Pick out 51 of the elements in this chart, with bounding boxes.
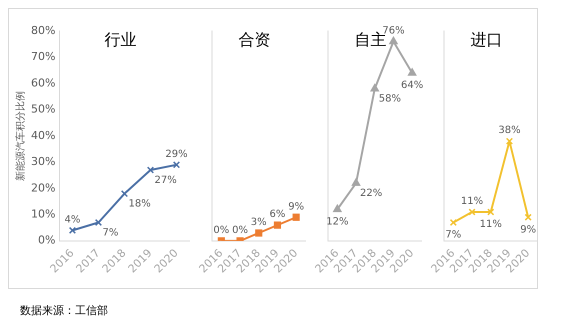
y-tick-label: 10% [30,207,56,220]
point [389,36,398,44]
data-label: 29% [165,148,188,160]
y-tick-label: 80% [30,24,56,37]
point [524,214,532,221]
data-label: 0% [213,224,230,236]
data-label: 9% [288,201,304,212]
data-label: 11% [460,196,484,208]
data-label: 0% [232,224,248,236]
y-tick-label: 0% [38,234,56,247]
chart-title: 合资 [238,30,271,49]
data-label: 58% [378,94,401,105]
data-label: 7% [102,228,118,239]
data-label: 18% [128,198,151,210]
data-label: 4% [64,214,80,226]
point [408,68,416,76]
data-label: 3% [250,217,267,228]
point [274,222,282,229]
point [146,166,154,174]
y-tick-label: 40% [30,128,56,142]
data-label: 12% [326,216,348,228]
y-tick-label: 50% [30,102,56,116]
point [255,229,262,237]
data-label: 38% [498,125,521,136]
data-label: 27% [154,175,177,186]
source-note: 数据来源：工信部 [20,303,109,318]
point [370,84,379,92]
point [172,161,180,168]
point [468,208,476,216]
data-label: 9% [520,224,536,236]
point [68,226,76,234]
chart-title: 进口 [470,30,503,49]
data-label: 22% [360,188,382,200]
point [120,190,128,198]
y-tick-label: 20% [30,181,56,194]
data-label: 64% [401,80,424,91]
point [352,178,360,186]
data-label: 11% [480,219,502,230]
chart-title: 行业 [104,30,136,49]
y-tick-label: 30% [30,155,56,168]
y-tick-label: 70% [30,50,56,64]
y-axis-title: 新能源汽车积分比例 [14,90,27,181]
point [292,214,300,221]
point [450,218,457,226]
y-tick-label: 60% [30,76,56,90]
data-label: 6% [270,209,286,220]
point [506,138,514,145]
data-label: 7% [445,230,462,241]
point [487,208,494,216]
point [333,204,342,212]
point [94,218,102,226]
